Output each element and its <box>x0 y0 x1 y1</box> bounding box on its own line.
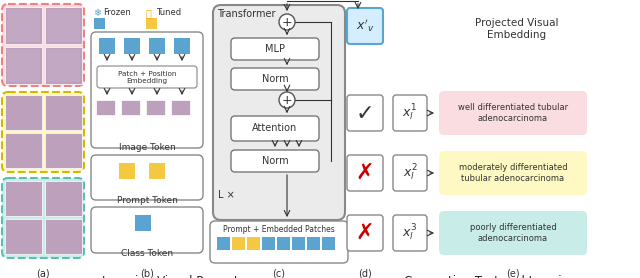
Text: Image Token: Image Token <box>118 143 175 152</box>
Bar <box>5 7 42 44</box>
FancyBboxPatch shape <box>231 68 319 90</box>
FancyBboxPatch shape <box>91 32 203 148</box>
Bar <box>149 163 165 179</box>
Bar <box>5 47 42 84</box>
Bar <box>5 95 42 130</box>
Text: Connecting Text and Imaging: Connecting Text and Imaging <box>404 275 576 278</box>
Text: $x_l^2$: $x_l^2$ <box>403 163 417 183</box>
Text: poorly differentiated
adenocarcinoma: poorly differentiated adenocarcinoma <box>470 223 556 243</box>
Text: Norm: Norm <box>262 74 288 84</box>
Bar <box>7 49 40 82</box>
Bar <box>307 237 320 250</box>
Bar <box>146 18 157 29</box>
Text: $x_l^1$: $x_l^1$ <box>403 103 417 123</box>
FancyBboxPatch shape <box>231 38 319 60</box>
FancyBboxPatch shape <box>91 155 203 200</box>
Bar <box>45 181 82 216</box>
FancyBboxPatch shape <box>2 4 84 86</box>
Text: MLP: MLP <box>265 44 285 54</box>
FancyBboxPatch shape <box>210 221 348 263</box>
FancyBboxPatch shape <box>393 95 427 131</box>
Bar <box>292 237 305 250</box>
Bar <box>94 18 105 29</box>
Text: Tuned: Tuned <box>156 8 181 17</box>
Text: Prompt + Embedded Patches: Prompt + Embedded Patches <box>223 225 335 234</box>
FancyBboxPatch shape <box>439 91 587 135</box>
Text: (a): (a) <box>36 268 50 278</box>
Bar <box>45 47 82 84</box>
Bar <box>45 7 82 44</box>
Bar <box>217 237 230 250</box>
Text: moderately differentiated
tubular adenocarcinoma: moderately differentiated tubular adenoc… <box>459 163 567 183</box>
Bar <box>124 38 140 54</box>
Text: (c): (c) <box>273 268 285 278</box>
Text: (d): (d) <box>358 268 372 278</box>
Bar <box>45 133 82 168</box>
Circle shape <box>279 92 295 108</box>
Bar <box>99 38 115 54</box>
Circle shape <box>279 14 295 30</box>
Text: L ×: L × <box>218 190 235 200</box>
Bar <box>5 219 42 254</box>
Text: $x'_v$: $x'_v$ <box>356 18 374 34</box>
Text: Norm: Norm <box>262 156 288 166</box>
Bar <box>45 219 82 254</box>
Text: (e): (e) <box>506 268 520 278</box>
Text: Projected Visual
Embedding: Projected Visual Embedding <box>476 18 559 39</box>
Text: Frozen: Frozen <box>103 8 131 17</box>
Bar <box>149 38 165 54</box>
FancyBboxPatch shape <box>2 178 84 258</box>
Text: ❄: ❄ <box>93 8 101 18</box>
Text: +: + <box>282 16 292 29</box>
Bar <box>277 237 290 250</box>
Text: Patch + Position
Embedding: Patch + Position Embedding <box>118 71 176 83</box>
Bar <box>232 237 245 250</box>
Text: ✓: ✓ <box>356 104 374 124</box>
FancyBboxPatch shape <box>393 215 427 251</box>
Bar <box>135 215 151 231</box>
Text: ✗: ✗ <box>356 163 374 183</box>
Bar <box>262 237 275 250</box>
Bar <box>7 9 40 42</box>
Text: (b): (b) <box>140 268 154 278</box>
FancyBboxPatch shape <box>347 215 383 251</box>
Bar <box>322 237 335 250</box>
Bar <box>47 9 80 42</box>
Bar <box>47 49 80 82</box>
FancyBboxPatch shape <box>231 116 319 141</box>
FancyBboxPatch shape <box>2 92 84 172</box>
Text: Learning Visual Prompt: Learning Visual Prompt <box>102 275 238 278</box>
Text: Class Token: Class Token <box>121 249 173 258</box>
Text: ✗: ✗ <box>356 223 374 243</box>
FancyBboxPatch shape <box>347 95 383 131</box>
FancyBboxPatch shape <box>347 8 383 44</box>
Bar <box>146 100 165 115</box>
Bar <box>247 237 260 250</box>
Text: +: + <box>282 93 292 106</box>
Bar <box>121 100 140 115</box>
Text: $x_l^3$: $x_l^3$ <box>403 223 417 243</box>
Text: 🔥: 🔥 <box>146 8 152 18</box>
Bar <box>174 38 190 54</box>
Bar <box>171 100 190 115</box>
FancyBboxPatch shape <box>439 211 587 255</box>
FancyBboxPatch shape <box>97 66 197 88</box>
FancyBboxPatch shape <box>347 155 383 191</box>
Text: well differentiated tubular
adenocarcinoma: well differentiated tubular adenocarcino… <box>458 103 568 123</box>
FancyBboxPatch shape <box>439 151 587 195</box>
FancyBboxPatch shape <box>393 155 427 191</box>
FancyBboxPatch shape <box>91 207 203 253</box>
Text: Prompt Token: Prompt Token <box>116 196 177 205</box>
FancyBboxPatch shape <box>231 150 319 172</box>
Bar <box>5 133 42 168</box>
Bar <box>5 181 42 216</box>
Text: Transformer: Transformer <box>217 9 275 19</box>
Text: Attention: Attention <box>252 123 298 133</box>
Bar <box>96 100 115 115</box>
Bar <box>119 163 135 179</box>
Bar <box>45 95 82 130</box>
FancyBboxPatch shape <box>213 5 345 220</box>
